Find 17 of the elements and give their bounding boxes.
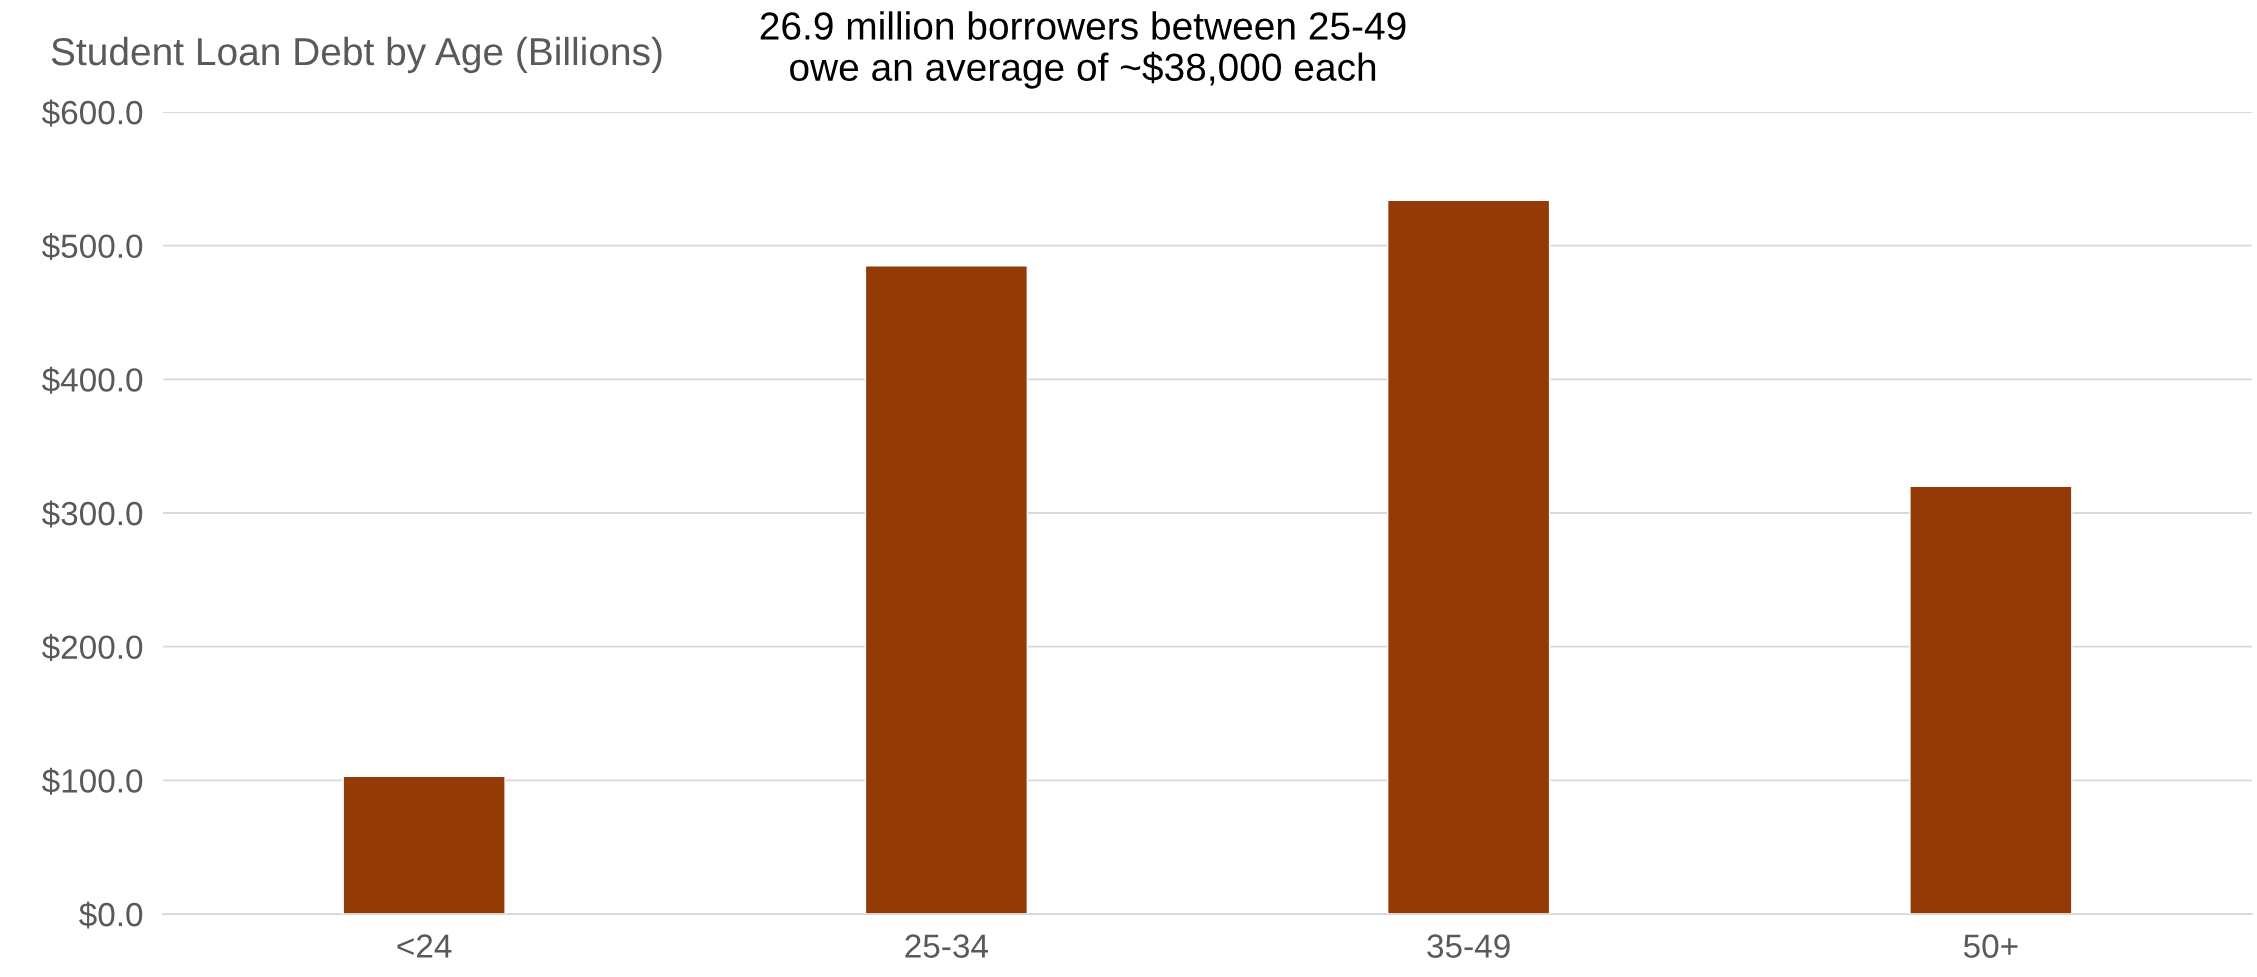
bar bbox=[1909, 485, 2073, 914]
y-tick-label: $400.0 bbox=[41, 366, 143, 394]
bar bbox=[864, 265, 1029, 914]
bar bbox=[1386, 199, 1551, 914]
y-tick-label: $600.0 bbox=[41, 99, 143, 127]
y-tick-label: $500.0 bbox=[41, 233, 143, 261]
y-tick-label: $200.0 bbox=[41, 634, 143, 662]
y-tick-label: $0.0 bbox=[79, 901, 143, 929]
y-tick-label: $100.0 bbox=[41, 767, 143, 795]
x-tick-label: <24 bbox=[397, 934, 452, 958]
x-tick-label: 50+ bbox=[1963, 934, 2018, 958]
chart-title: Student Loan Debt by Age (Billions) bbox=[51, 36, 662, 74]
chart-subtitle: 26.9 million borrowers between 25-49 owe an average of ~$38,000 each bbox=[760, 11, 1406, 89]
y-tick-label: $300.0 bbox=[41, 500, 143, 528]
bar bbox=[342, 775, 506, 914]
x-tick-label: 25-34 bbox=[905, 934, 989, 958]
x-tick-label: 35-49 bbox=[1427, 934, 1510, 958]
